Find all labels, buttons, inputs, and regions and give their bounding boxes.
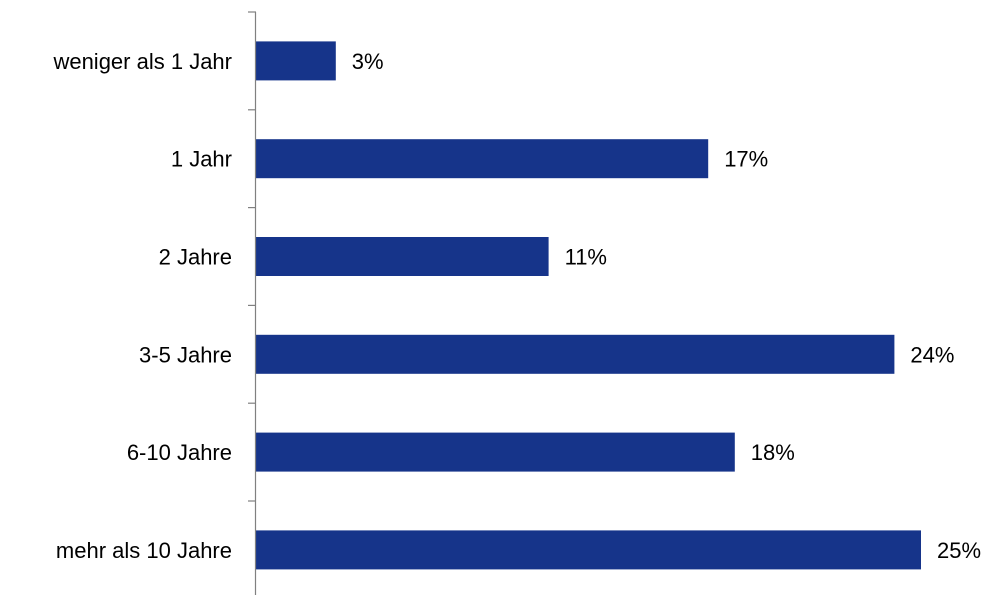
bar-2 [256, 237, 549, 276]
value-label-5: 25% [937, 538, 981, 563]
plot-area: weniger als 1 Jahr 3% 1 Jahr 17% 2 Jahre 11% 3… [52, 11, 981, 595]
category-label-1: 1 Jahr [171, 147, 232, 172]
value-label-3: 24% [910, 342, 954, 367]
value-label-1: 17% [724, 147, 768, 172]
bar-4 [256, 432, 735, 472]
category-label-3: 3-5 Jahre [139, 342, 232, 367]
category-label-0: weniger als 1 Jahr [52, 49, 232, 74]
bar-0 [256, 41, 336, 81]
category-label-2: 2 Jahre [159, 245, 232, 270]
value-label-4: 18% [751, 440, 795, 465]
category-label-5: mehr als 10 Jahre [56, 538, 232, 563]
bar-1 [256, 139, 709, 179]
value-label-0: 3% [352, 49, 384, 74]
bar-5 [256, 530, 921, 570]
bar-3 [256, 334, 895, 374]
category-label-4: 6-10 Jahre [127, 440, 232, 465]
value-label-2: 11% [565, 245, 607, 270]
